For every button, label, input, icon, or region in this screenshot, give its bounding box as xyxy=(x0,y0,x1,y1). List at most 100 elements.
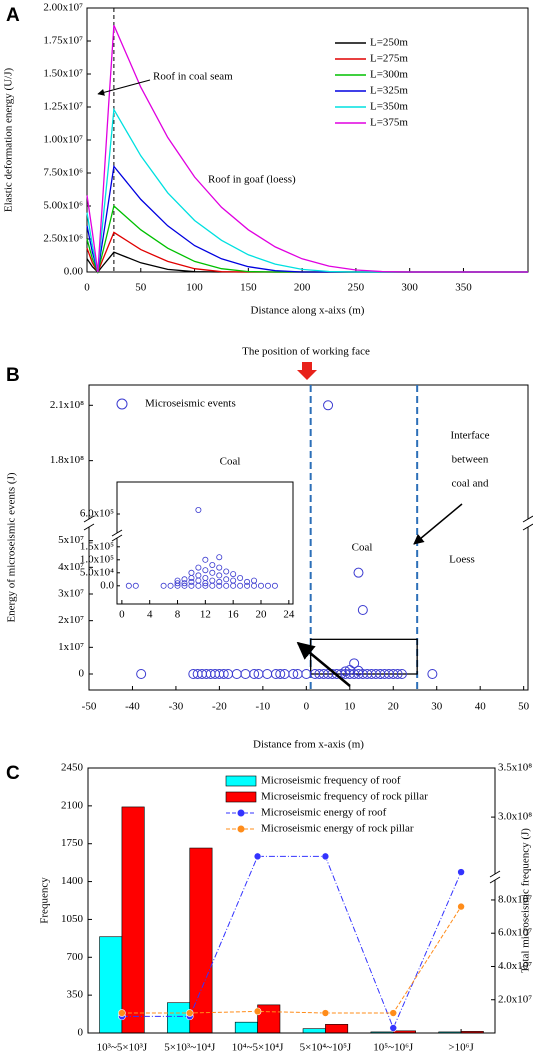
event-point xyxy=(323,400,334,411)
y-tick-label: 0.0 xyxy=(100,579,114,591)
x-tick-label: 12 xyxy=(200,609,211,621)
y-tick-label: 2x10⁷ xyxy=(58,614,84,626)
line-point xyxy=(118,1009,126,1017)
y-tick-label: 5.00x10⁶ xyxy=(43,200,83,212)
annotation: Coal xyxy=(352,542,373,554)
y-tick-label: 2.0x10⁷ xyxy=(498,993,532,1005)
inset-point xyxy=(174,580,181,587)
inset-point xyxy=(257,582,264,589)
inset-point xyxy=(216,554,223,561)
inset-point xyxy=(174,577,181,584)
x-tick-label: 10⁴~5×10⁴J xyxy=(232,1042,284,1054)
y-tick-label: 6.0x10⁷ xyxy=(498,927,532,939)
annotation-arrow xyxy=(97,79,151,96)
inset-point xyxy=(181,582,188,589)
legend-swatch xyxy=(237,825,245,833)
inset-point xyxy=(195,572,202,579)
highlight-box xyxy=(310,638,418,675)
annotation: Interface xyxy=(450,430,489,442)
y-tick-label: 3.0x10⁸ xyxy=(498,811,532,823)
inset-point xyxy=(202,582,209,589)
x-tick-label: 40 xyxy=(475,701,487,713)
x-tick-label: 300 xyxy=(401,282,418,294)
series-line xyxy=(86,204,528,275)
y-tick-label: 6.0x10⁵ xyxy=(80,508,114,520)
y-axis-title: Frequency xyxy=(39,877,51,924)
x-tick-label: 8 xyxy=(175,609,181,621)
legend-label: Microseismic frequency of roof xyxy=(261,775,401,787)
y-tick-label: 1.8x10⁸ xyxy=(50,454,84,466)
x-tick-label: 24 xyxy=(283,609,295,621)
y-tick-label: 1.25x10⁷ xyxy=(43,101,83,113)
x-tick-label: -30 xyxy=(169,701,184,713)
event-point xyxy=(288,669,299,679)
line-point xyxy=(253,1007,262,1016)
x-tick-label: 10³~5×10³J xyxy=(97,1042,148,1054)
series-line xyxy=(86,164,528,273)
x-tick-label: >10⁶J xyxy=(448,1042,474,1054)
x-tick-label: 16 xyxy=(228,609,240,621)
legend-label: Microseismic energy of roof xyxy=(261,807,387,819)
line-point xyxy=(185,1009,194,1017)
y-tick-label: 1.50x10⁷ xyxy=(43,68,83,80)
x-axis-title: Distance from x-axis (m) xyxy=(253,739,364,751)
bar xyxy=(234,1021,258,1034)
axis-break xyxy=(489,876,501,884)
bar xyxy=(189,847,213,1034)
y-tick-label: 8.0x10⁷ xyxy=(498,893,532,905)
axis-break xyxy=(522,515,533,523)
inset-point xyxy=(216,572,223,579)
y-tick-label: 1.5x10⁵ xyxy=(80,540,114,552)
event-point xyxy=(427,669,438,679)
inset-point xyxy=(230,571,237,578)
inset-point xyxy=(209,577,216,584)
bar xyxy=(121,806,145,1034)
annotation: between xyxy=(452,454,489,466)
series-line xyxy=(121,906,462,1014)
axis-break-gap xyxy=(523,519,533,527)
y-tick-label: 350 xyxy=(67,989,84,1001)
inset-point xyxy=(181,576,188,583)
event-point xyxy=(218,669,229,679)
inset-point xyxy=(216,578,223,585)
bar xyxy=(325,1024,349,1034)
inset-point xyxy=(202,575,209,582)
annotation-arrow xyxy=(413,503,463,545)
x-tick-label: 100 xyxy=(186,282,203,294)
legend-swatch xyxy=(225,791,257,803)
y-tick-label: 1.0x10⁵ xyxy=(80,553,114,565)
panel-label: A xyxy=(6,5,20,26)
chart-title: The position of working face xyxy=(242,346,370,358)
event-point xyxy=(231,669,242,679)
x-tick-label: 150 xyxy=(240,282,257,294)
line-point xyxy=(457,868,465,876)
axis-break xyxy=(83,515,95,523)
inset-point xyxy=(244,578,251,585)
y-tick-label: 3x10⁷ xyxy=(58,588,84,600)
inset-point xyxy=(167,582,174,589)
x-tick-label: -40 xyxy=(125,701,140,713)
line-point xyxy=(389,1009,398,1017)
annotation: Loess xyxy=(449,554,475,566)
y-tick-label: 1x10⁷ xyxy=(58,641,84,653)
x-tick-label: 5×10³~10⁴J xyxy=(164,1042,216,1054)
line-point xyxy=(321,1009,330,1017)
plot-frame xyxy=(86,7,529,273)
inset-point xyxy=(188,582,195,589)
inset-point xyxy=(188,569,195,576)
y-tick-label: 4x10⁷ xyxy=(58,561,84,573)
x-tick-label: 250 xyxy=(348,282,365,294)
line-point xyxy=(389,1024,398,1032)
event-point xyxy=(249,669,260,679)
line-point xyxy=(253,852,262,861)
legend-label: Microseismic energy of rock pillar xyxy=(261,823,414,835)
x-tick-label: 200 xyxy=(294,282,311,294)
y-tick-label: 2100 xyxy=(61,799,84,811)
bar xyxy=(257,1004,281,1034)
legend-label: L=275m xyxy=(370,53,408,65)
series-line xyxy=(86,24,528,273)
inset-point xyxy=(223,582,230,589)
y-tick-label: 4.0x10⁷ xyxy=(498,960,532,972)
event-point xyxy=(396,669,407,679)
